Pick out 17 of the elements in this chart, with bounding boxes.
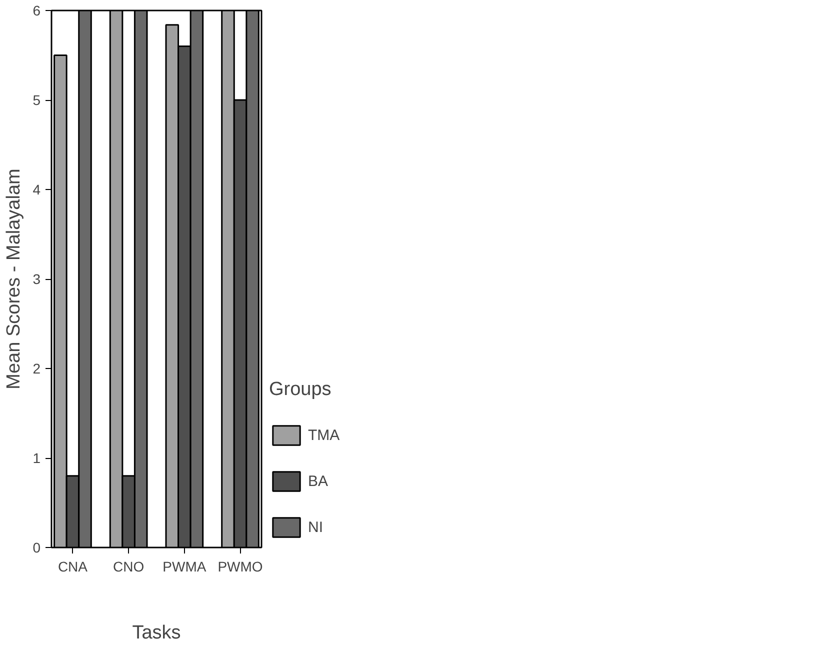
x-tick-label: CNO — [113, 558, 144, 574]
x-tick-label: CNA — [58, 558, 88, 574]
y-tick-label: 1 — [32, 450, 41, 466]
y-tick-label: 5 — [32, 92, 41, 108]
y-tick-label: 2 — [32, 360, 41, 376]
y-axis-title: Mean Scores - Malayalam — [4, 168, 25, 390]
legend-label: NI — [308, 518, 324, 536]
y-tick-label: 4 — [32, 182, 41, 198]
y-tick-label: 6 — [32, 2, 41, 18]
x-tick-label: PWMO — [218, 558, 263, 574]
legend-label: TMA — [308, 426, 340, 444]
y-tick-label: 0 — [32, 540, 41, 556]
y-tick-label: 3 — [32, 271, 41, 287]
legend-label: BA — [308, 472, 328, 490]
x-axis-title: Tasks — [132, 622, 181, 644]
x-tick-label: PWMA — [162, 558, 207, 574]
legend-title: Groups — [269, 379, 332, 401]
